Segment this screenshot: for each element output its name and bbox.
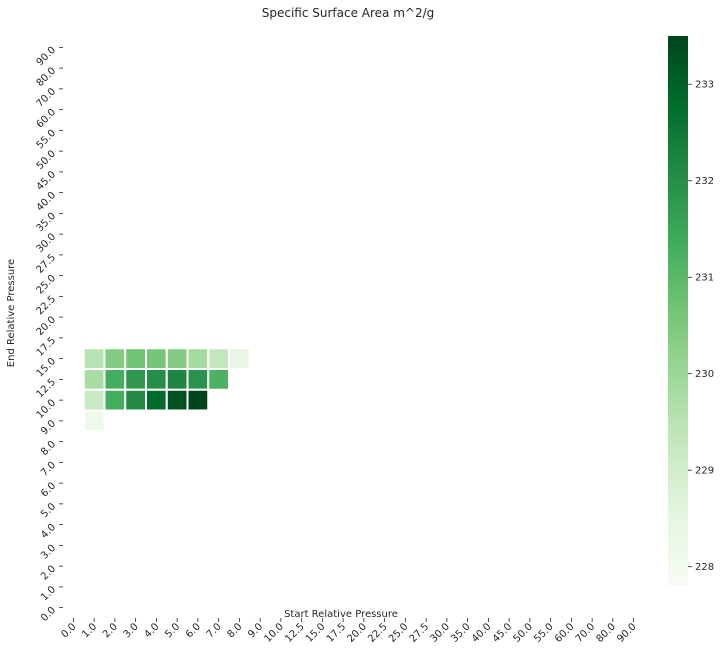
heatmap-cell-x1-0-y9-0 xyxy=(82,409,106,433)
colorbar-ticks: 228 229 230 231 232 233 xyxy=(688,80,714,573)
heatmap-cell-x6-0-y12-5 xyxy=(186,368,210,391)
heatmap-cell-x2-0-y15-0 xyxy=(103,347,127,370)
colorbar-tick-label-231: 231 xyxy=(695,273,714,284)
heatmap-cell-x5-0-y12-5 xyxy=(165,368,189,391)
heatmap-cell-x4-0-y15-0 xyxy=(145,347,168,370)
heatmap-cell-x3-0-y15-0 xyxy=(124,347,147,370)
colorbar-tick-label-229: 229 xyxy=(695,466,714,477)
heatmap-cell-x3-0-y12-5 xyxy=(124,368,147,391)
heatmap-cell-x6-0-y15-0 xyxy=(186,347,210,370)
colorbar xyxy=(668,36,688,586)
heatmap-cell-x1-0-y12-5 xyxy=(82,368,106,391)
heatmap-cell-x7-0-y15-0 xyxy=(207,347,230,370)
heatmap-cells xyxy=(82,347,251,433)
heatmap-cell-x2-0-y10-0 xyxy=(103,388,127,412)
heatmap-cell-x3-0-y10-0 xyxy=(124,388,147,412)
y-axis-title: End Relative Pressure xyxy=(6,259,17,367)
heatmap-cell-x8-0-y15-0 xyxy=(228,347,251,370)
heatmap-cell-x5-0-y10-0 xyxy=(165,388,189,412)
x-axis-title: Start Relative Pressure xyxy=(284,609,398,620)
heatmap-cell-x1-0-y10-0 xyxy=(82,388,106,412)
colorbar-tick-label-233: 233 xyxy=(695,80,714,91)
heatmap-cell-x7-0-y12-5 xyxy=(207,368,230,391)
heatmap-cell-x4-0-y10-0 xyxy=(145,388,168,412)
heatmap-cell-x1-0-y15-0 xyxy=(82,347,106,370)
colorbar-tick-label-228: 228 xyxy=(695,562,714,573)
colorbar-tick-label-232: 232 xyxy=(695,176,714,187)
heatmap-cell-x6-0-y10-0 xyxy=(186,388,210,412)
heatmap-cell-x2-0-y12-5 xyxy=(103,368,127,391)
heatmap-cell-x4-0-y12-5 xyxy=(145,368,168,391)
heatmap-cell-x5-0-y15-0 xyxy=(165,347,189,370)
chart-title: Specific Surface Area m^2/g xyxy=(262,6,435,20)
colorbar-tick-label-230: 230 xyxy=(695,369,714,380)
